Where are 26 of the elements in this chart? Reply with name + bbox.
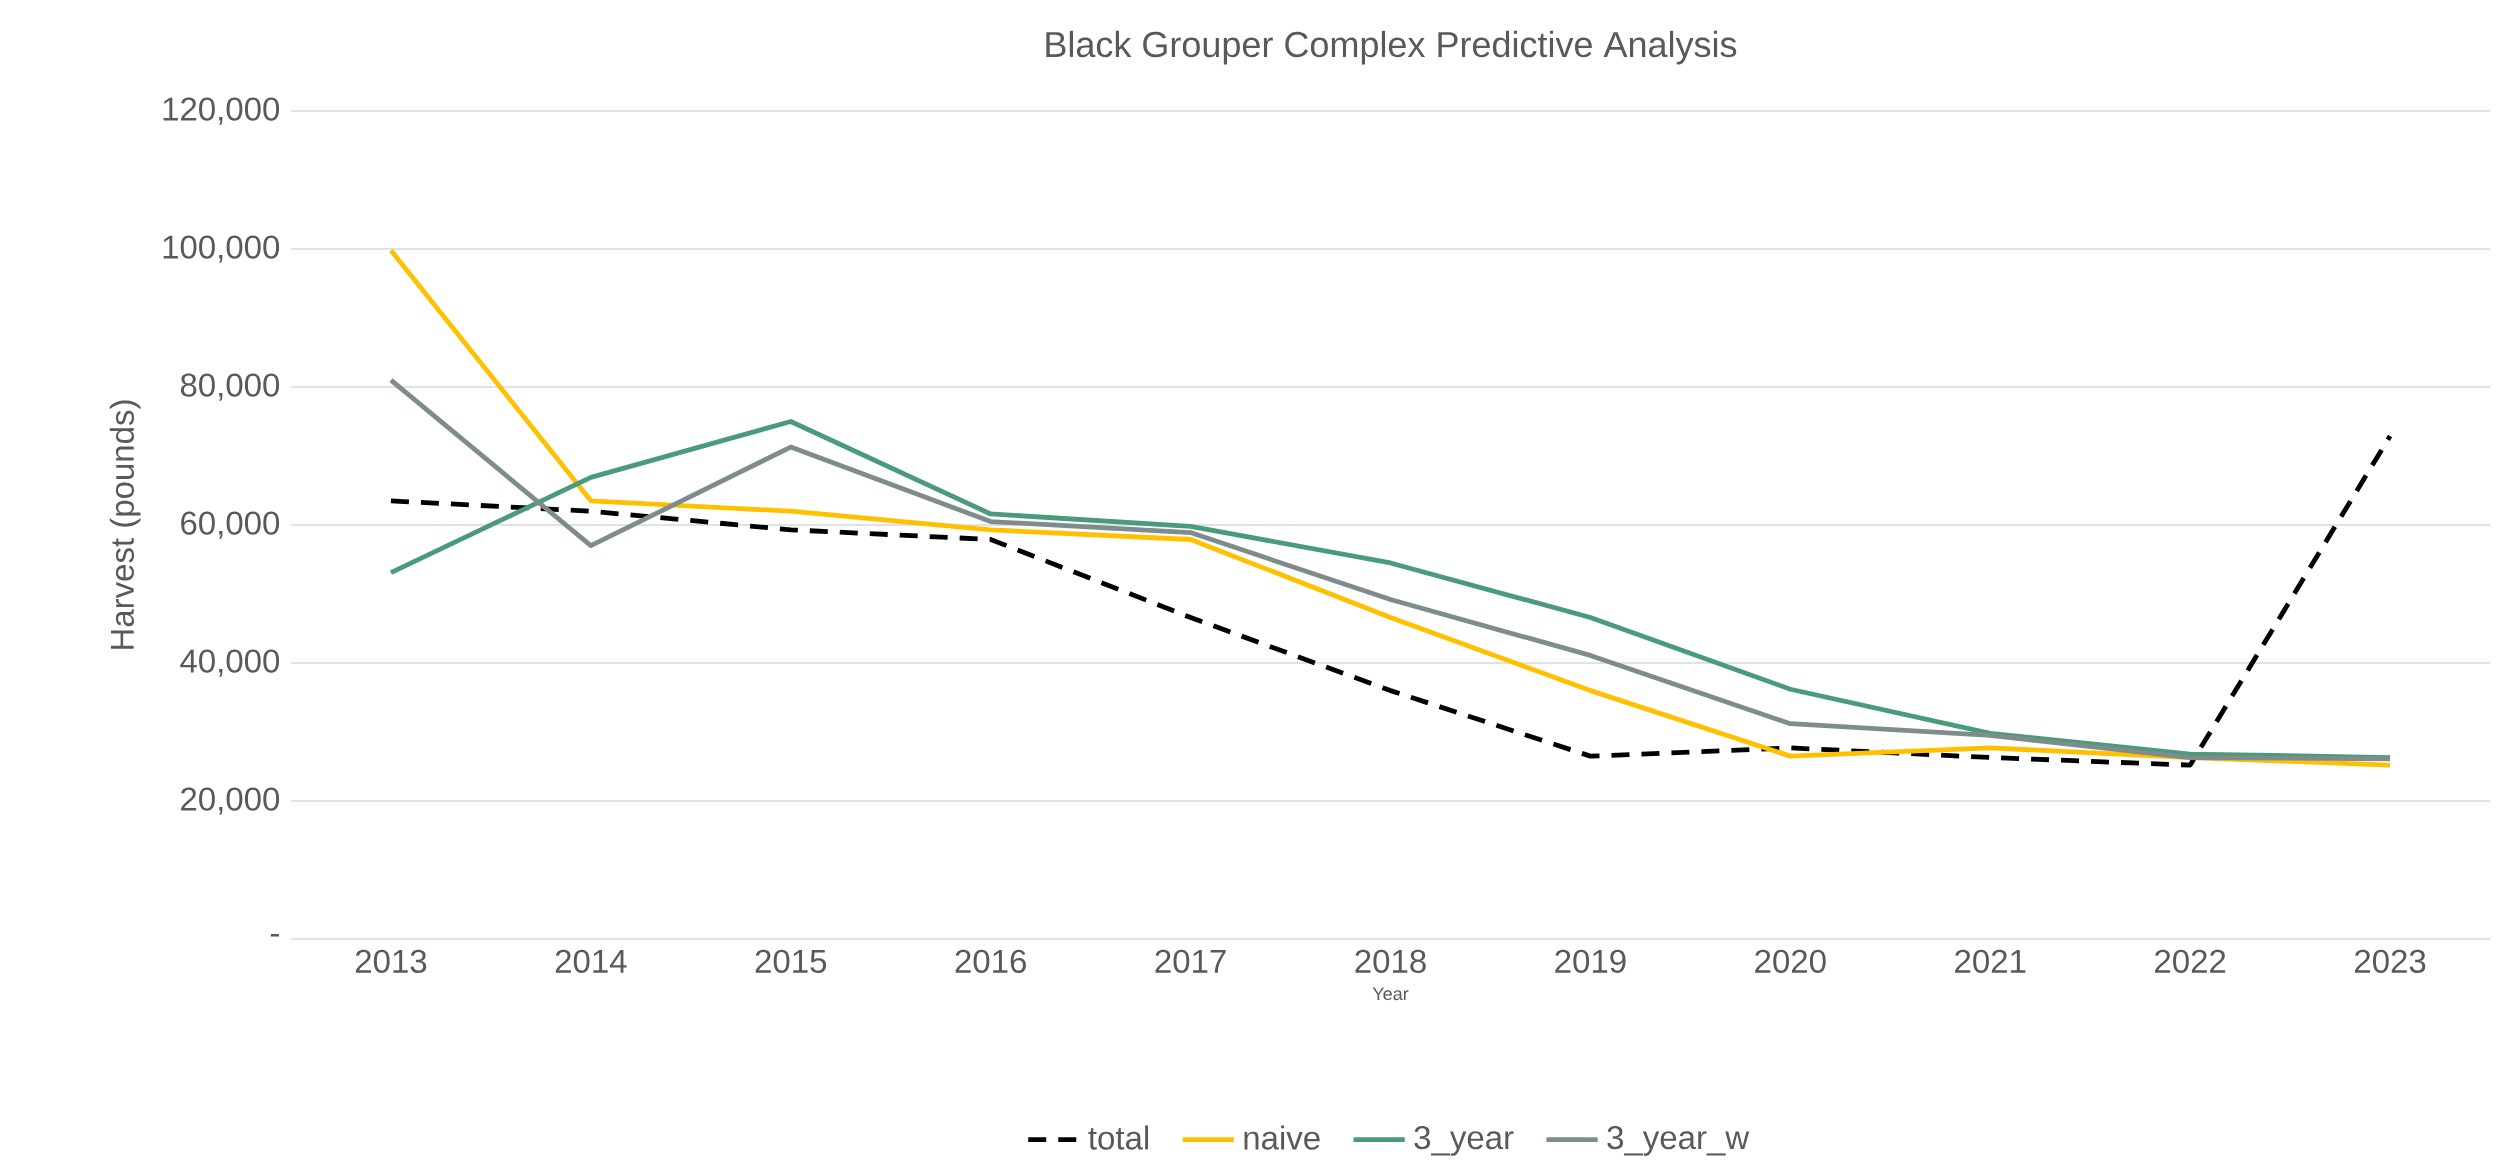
y-tick-label: 100,000 [163,235,280,263]
line-series [388,248,2393,768]
x-tick-label: 2014 [555,949,627,974]
legend-label: 3_year [1414,1126,1514,1156]
y-tick-label: 20,000 [181,787,280,815]
x-tick-label: 2022 [2155,949,2226,974]
x-tick-label: 2015 [755,949,827,974]
x-tick-label: 2019 [1555,949,1626,974]
x-tick-label: 2020 [1755,949,1826,974]
x-tick-label: 2018 [1355,949,1426,974]
x-axis-title: Year [1372,987,1409,1001]
y-axis-title: Harvest (pounds) [109,400,141,649]
y-tick-label: 40,000 [180,649,280,677]
y-tick-label: 60,000 [181,511,280,539]
y-tick-label: 80,000 [180,373,280,401]
x-tick-label: 2016 [955,949,1026,974]
chart-title: Black Grouper Complex Predictive Analysis [1046,30,1737,65]
x-tick-label: 2021 [1955,949,2026,974]
legend-label: naive [1244,1125,1320,1150]
x-tick-label: 2013 [355,949,427,974]
y-tick-label: - [270,934,279,937]
legend-label: total [1088,1125,1149,1150]
x-tick-label: 2023 [2355,949,2426,974]
x-tick-label: 2017 [1155,949,1226,974]
y-tick-label: 120,000 [163,97,280,125]
legend-label: 3_year_w [1607,1126,1750,1156]
